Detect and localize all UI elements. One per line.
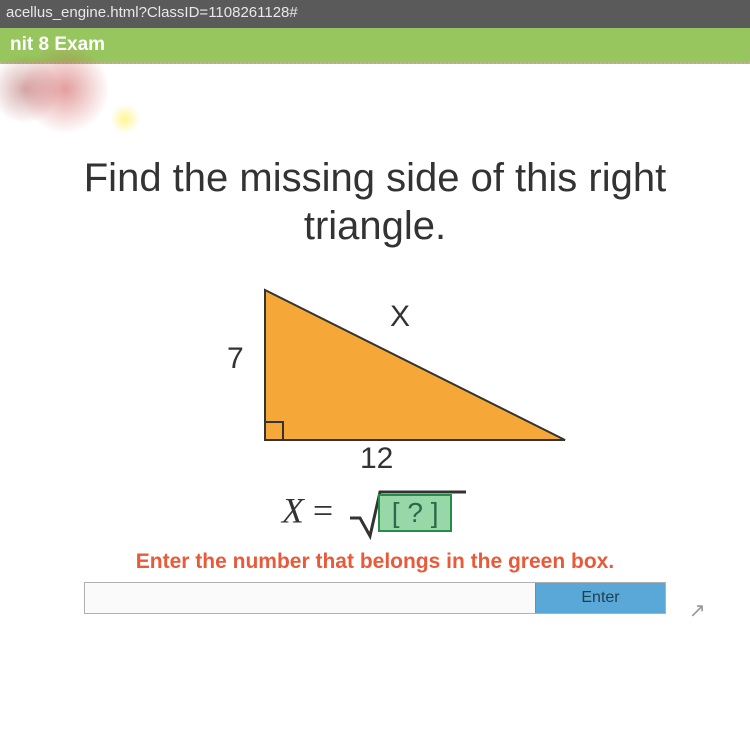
page-header: nit 8 Exam	[0, 28, 750, 64]
url-text: acellus_engine.html?ClassID=1108261128#	[6, 4, 298, 21]
answer-box[interactable]: [ ? ]	[378, 494, 452, 532]
equation-lhs: X	[282, 490, 304, 530]
prompt-line-2: triangle.	[304, 204, 446, 248]
answer-input-row: Enter	[84, 582, 666, 614]
equation: X = [ ? ]	[0, 488, 750, 540]
header-title: nit 8 Exam	[10, 34, 105, 55]
question-prompt: Find the missing side of this right tria…	[0, 154, 750, 250]
triangle-label-hypotenuse: X	[390, 300, 410, 334]
instruction-text: Enter the number that belongs in the gre…	[0, 550, 750, 574]
triangle-label-left-leg: 7	[227, 342, 244, 376]
radical: [ ? ]	[348, 488, 468, 540]
browser-url-bar: acellus_engine.html?ClassID=1108261128#	[0, 0, 750, 28]
prompt-line-1: Find the missing side of this right	[84, 156, 666, 200]
triangle-figure: 7 X 12	[165, 280, 585, 460]
cursor-icon: ↖	[689, 598, 706, 623]
enter-button[interactable]: Enter	[535, 583, 665, 613]
lens-glare	[110, 104, 140, 134]
lens-glare	[0, 54, 60, 124]
answer-input[interactable]	[85, 583, 535, 613]
equals-sign: =	[313, 490, 342, 530]
triangle-label-bottom-leg: 12	[360, 442, 393, 476]
content-area: Find the missing side of this right tria…	[0, 64, 750, 750]
